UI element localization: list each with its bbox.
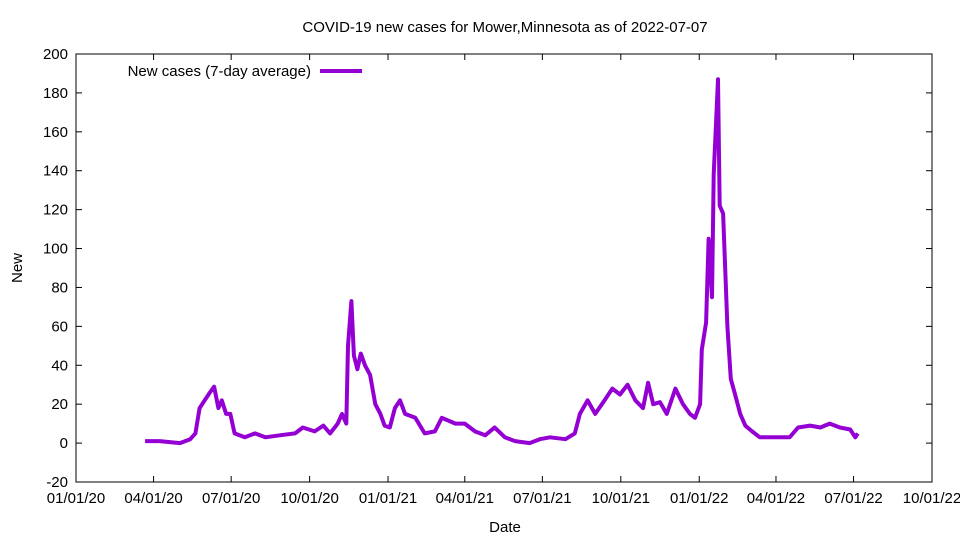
x-tick-label: 04/01/20 [124,490,182,507]
x-tick-label: 01/01/21 [359,490,417,507]
chart-title: COVID-19 new cases for Mower,Minnesota a… [302,19,707,36]
y-tick-label: 180 [43,85,68,102]
legend: New cases (7-day average) [128,63,362,80]
legend-label: New cases (7-day average) [128,63,311,80]
x-tick-label: 10/01/22 [903,490,960,507]
x-tick-label: 07/01/21 [513,490,571,507]
x-axis-label: Date [489,519,521,536]
y-tick-label: 100 [43,241,68,258]
x-tick-label: 10/01/21 [592,490,650,507]
x-tick-label: 07/01/22 [824,490,882,507]
x-tick-label: 07/01/20 [202,490,260,507]
x-tick-label: 10/01/20 [280,490,338,507]
y-tick-label: 140 [43,163,68,180]
y-tick-label: 20 [51,396,68,413]
y-tick-label: 40 [51,357,68,374]
x-tick-label: 04/01/21 [436,490,494,507]
x-tick-label: 04/01/22 [747,490,805,507]
y-axis: -20 0 20 40 60 80 100 120 140 160 180 200 [43,46,932,491]
y-tick-label: -20 [46,474,68,491]
series-points [145,79,858,443]
y-tick-label: 120 [43,202,68,219]
y-tick-label: 80 [51,279,68,296]
series-line-new-cases [145,79,858,443]
y-tick-label: 0 [60,435,68,452]
y-tick-label: 160 [43,124,68,141]
y-axis-label: New [9,253,26,283]
y-tick-label: 200 [43,46,68,63]
x-tick-label: 01/01/20 [47,490,105,507]
y-tick-label: 60 [51,318,68,335]
plot-border [76,54,932,482]
x-axis: 01/01/20 04/01/20 07/01/20 10/01/20 01/01/21… [47,54,960,507]
x-tick-label: 01/01/22 [670,490,728,507]
